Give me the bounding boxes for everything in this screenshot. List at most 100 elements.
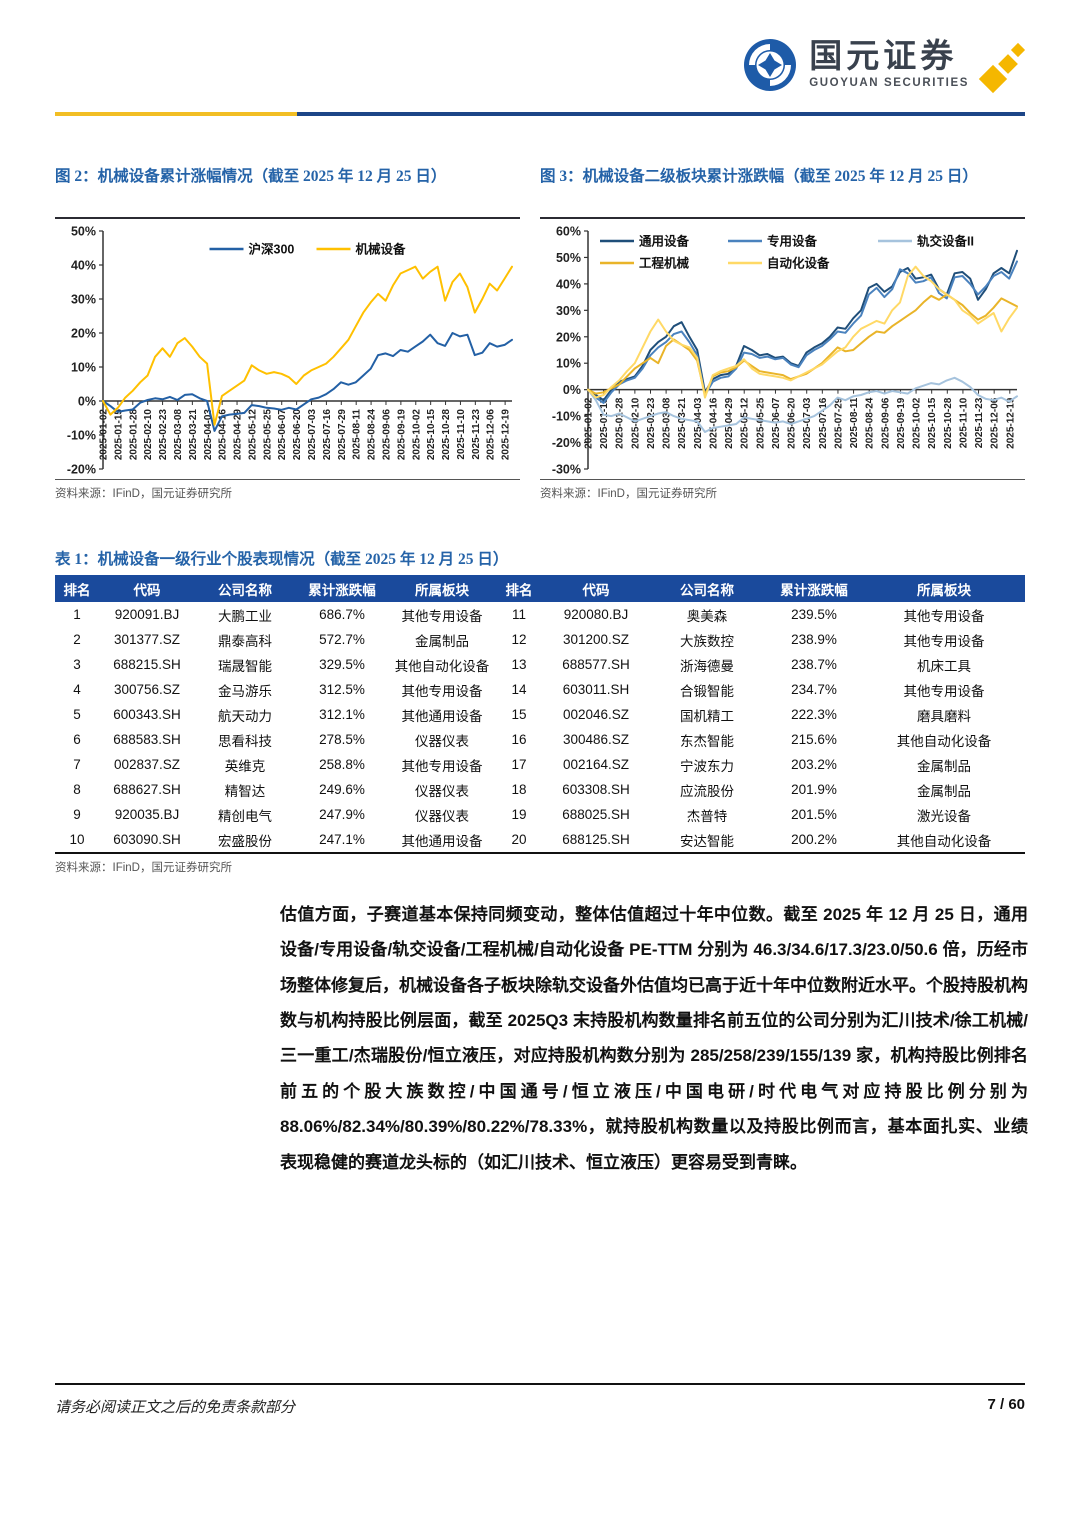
x-tick-label: 2025-01-15 — [113, 409, 124, 461]
y-tick-label: 10% — [71, 361, 96, 375]
table-row: 4 300756.SZ 金马游乐 312.5% 其他专用设备 14 603011.SH 合锻智… — [55, 677, 1025, 702]
table-cell: 688125.SH — [562, 832, 630, 847]
figure-2: 图 2：机械设备累计涨幅情况（截至 2025 年 12 月 25 日） 50% 4… — [55, 166, 520, 501]
x-tick-label: 2025-10-15 — [927, 397, 938, 449]
table-row: 3 688215.SH 瑞晟智能 329.5% 其他自动化设备 13 688577.SH 浙海… — [55, 652, 1025, 677]
table-cell: 4 — [73, 682, 81, 697]
table-cell: 宏盛股份 — [218, 833, 272, 849]
x-tick-label: 2025-08-24 — [865, 397, 876, 449]
x-tick-label: 2025-10-15 — [426, 409, 437, 461]
table-cell: 247.9% — [319, 807, 365, 822]
x-tick-label: 2025-06-07 — [277, 409, 288, 461]
table-cell: 238.9% — [791, 632, 837, 647]
x-tick-label: 2025-02-23 — [158, 409, 169, 461]
x-tick-label: 2025-12-19 — [1005, 397, 1016, 449]
x-tick-label: 2025-04-03 — [203, 409, 214, 461]
table-row: 8 688627.SH 精智达 249.6% 仪器仪表 18 603308.SH 应流股份 20… — [55, 777, 1025, 802]
figure-3-chart: 60%50%40%30%20%10%0%-10%-20%-30%2025-01-… — [552, 225, 1018, 477]
figure-2-title: 图 2：机械设备累计涨幅情况（截至 2025 年 12 月 25 日） — [55, 166, 520, 219]
x-tick-label: 2025-04-29 — [233, 409, 244, 461]
x-tick-label: 2025-10-02 — [411, 409, 422, 461]
table-cell: 9 — [73, 807, 81, 822]
series-line-自动化设备 — [587, 265, 1018, 399]
table-cell: 英维克 — [224, 758, 266, 774]
table-cell: 300486.SZ — [562, 732, 630, 747]
x-tick-label: 2025-07-16 — [322, 409, 333, 461]
table-cell: 金属制品 — [917, 758, 971, 774]
table-source: 资料来源：IFinD，国元证券研究所 — [55, 862, 232, 874]
table-cell: 东杰智能 — [680, 733, 734, 749]
y-tick-label: 40% — [556, 277, 581, 291]
table-cell: 仪器仪表 — [415, 783, 469, 799]
table-cell: 7 — [73, 757, 81, 772]
figure-3: 图 3：机械设备二级板块累计涨跌幅（截至 2025 年 12 月 25 日） 6… — [540, 166, 1025, 501]
x-tick-label: 2025-10-28 — [943, 397, 954, 449]
table-cell: 688215.SH — [113, 657, 181, 672]
table-cell: 18 — [511, 782, 527, 797]
series-line-机械设备 — [102, 265, 513, 426]
legend-label-工程机械: 工程机械 — [639, 256, 690, 271]
x-tick-label: 2025-02-23 — [646, 397, 657, 449]
table-cell: 215.6% — [791, 732, 837, 747]
x-tick-label: 2025-09-06 — [880, 397, 891, 449]
table-cell: 688627.SH — [113, 782, 181, 797]
column-header: 累计涨跌幅 — [308, 582, 376, 598]
x-tick-label: 2025-08-11 — [352, 409, 363, 460]
table-cell: 航天动力 — [218, 708, 272, 724]
table-cell: 其他专用设备 — [401, 683, 483, 699]
y-tick-label: 20% — [71, 327, 96, 341]
table-cell: 鼎泰高科 — [218, 633, 272, 649]
legend: 通用设备 专用设备 轨交设备II 工程机械 自动化设备 — [600, 234, 974, 271]
y-axis: 50% 40% 30% 20% 10% 0% -10% -20% — [67, 225, 104, 477]
column-header: 代码 — [133, 582, 161, 598]
table-cell: 572.7% — [319, 632, 365, 647]
valuation-paragraph: 估值方面，子赛道基本保持同频变动，整体估值超过十年中位数。截至 2025 年 1… — [280, 905, 1028, 1172]
column-header: 所属板块 — [917, 582, 971, 598]
x-tick-label: 2025-12-06 — [990, 397, 1001, 449]
table-row: 9 920035.BJ 精创电气 247.9% 仪器仪表 19 688025.SH 杰普特 20… — [55, 802, 1025, 827]
x-tick-label: 2025-11-23 — [974, 397, 985, 448]
x-tick-label: 2025-07-03 — [307, 409, 318, 461]
x-tick-label: 2025-01-02 — [584, 397, 595, 449]
y-tick-label: 0% — [78, 395, 96, 409]
table-cell: 应流股份 — [680, 783, 734, 799]
y-tick-label: 0% — [563, 383, 581, 397]
x-tick-label: 2025-12-19 — [501, 409, 512, 461]
table-cell: 其他专用设备 — [401, 758, 483, 774]
table-cell: 5 — [73, 707, 81, 722]
brand-name-en: GUOYUAN SECURITIES — [809, 76, 969, 89]
table-cell: 603090.SH — [113, 832, 181, 847]
table-cell: 仪器仪表 — [415, 808, 469, 824]
table-cell: 安达智能 — [680, 833, 734, 849]
x-tick-label: 2025-05-25 — [262, 409, 273, 461]
x-tick-label: 2025-01-02 — [99, 409, 110, 461]
table-cell: 6 — [73, 732, 81, 747]
table-cell: 奥美森 — [686, 608, 728, 624]
x-tick-label: 2025-04-16 — [218, 409, 229, 461]
table-cell: 247.1% — [319, 832, 365, 847]
y-tick-label: 30% — [71, 293, 96, 307]
table-cell: 14 — [511, 682, 527, 697]
table-cell: 002837.SZ — [113, 757, 181, 772]
page-header: 国元证券 GUOYUAN SECURITIES — [55, 0, 1026, 100]
x-tick-label: 2025-11-10 — [456, 409, 467, 460]
legend: 沪深300 机械设备 — [209, 242, 406, 257]
table-cell: 其他通用设备 — [401, 833, 483, 849]
table-cell: 金属制品 — [415, 633, 469, 649]
x-tick-label: 2025-07-29 — [833, 397, 844, 449]
x-tick-label: 2025-03-08 — [662, 397, 673, 449]
report-page: 国元证券 GUOYUAN SECURITIES 图 2：机械设备累计涨幅情况（截… — [55, 0, 1028, 1172]
x-tick-label: 2025-05-12 — [740, 397, 751, 449]
x-tick-label: 2025-03-21 — [188, 409, 199, 461]
y-tick-label: 30% — [556, 304, 581, 318]
x-tick-label: 2025-05-25 — [755, 397, 766, 449]
table-cell: 其他自动化设备 — [896, 733, 992, 749]
table-cell: 203.2% — [791, 757, 837, 772]
series-line-专用设备 — [587, 260, 1018, 404]
table-cell: 杰普特 — [686, 808, 728, 824]
table-cell: 磨具磨料 — [917, 708, 971, 724]
x-tick-label: 2025-11-23 — [471, 409, 482, 460]
table-cell: 200.2% — [791, 832, 837, 847]
x-tick-label: 2025-11-10 — [958, 397, 969, 448]
brand-name-cn: 国元证券 — [809, 38, 958, 75]
